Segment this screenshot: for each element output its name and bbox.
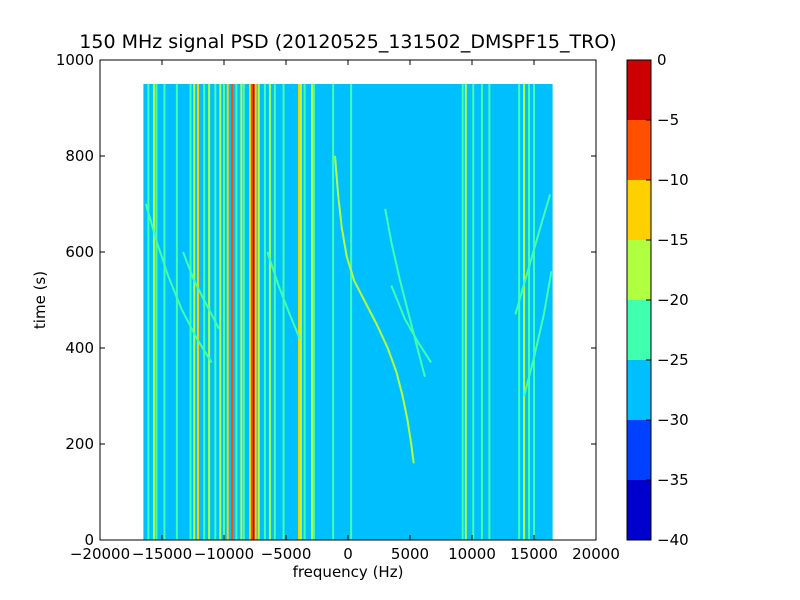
colorbar-segment xyxy=(627,60,651,120)
heatmap-background xyxy=(143,84,553,540)
colorbar-tick-label: −25 xyxy=(657,351,689,369)
x-axis-label: frequency (Hz) xyxy=(293,563,404,581)
colorbar: −40 −35 −30 −25 −20 −15 −10 −5 0 xyxy=(626,51,689,549)
x-tick-label: 5000 xyxy=(391,545,429,563)
colorbar-segment xyxy=(627,360,651,420)
signal-curve xyxy=(384,208,426,378)
colorbar-segment xyxy=(627,180,651,240)
y-tick-label: 200 xyxy=(65,435,94,453)
colorbar-tick-label: −15 xyxy=(657,231,689,249)
signal-curve xyxy=(390,285,432,363)
y-tick-label: 400 xyxy=(65,339,94,357)
signal-curve xyxy=(334,155,415,464)
signal-curve xyxy=(144,203,213,363)
chart-title: 150 MHz signal PSD (20120525_131502_DMSP… xyxy=(79,31,616,53)
x-tick-label: −15000 xyxy=(132,545,192,563)
x-tick-label: −10000 xyxy=(194,545,254,563)
x-tick-label: −20000 xyxy=(70,545,130,563)
x-tick-label: 20000 xyxy=(572,545,620,563)
x-tick-label: −5000 xyxy=(261,545,312,563)
signal-curve xyxy=(182,251,220,330)
y-tick-label: 600 xyxy=(65,243,94,261)
x-tick-label: 0 xyxy=(343,545,353,563)
colorbar-segment xyxy=(627,120,651,180)
colorbar-tick-label: −5 xyxy=(657,111,679,129)
colorbar-tick-label: 0 xyxy=(657,51,667,69)
colorbar-segment xyxy=(627,420,651,480)
colorbar-segment xyxy=(627,300,651,360)
y-axis-label: time (s) xyxy=(31,271,49,329)
colorbar-tick-label: −30 xyxy=(657,411,689,429)
colorbar-tick-label: −40 xyxy=(657,531,689,549)
signal-curve xyxy=(523,271,553,397)
y-tick-label: 0 xyxy=(84,531,94,549)
x-axis: −20000 −15000 −10000 −5000 0 5000 10000 15000 20… xyxy=(70,60,620,563)
y-tick-label: 800 xyxy=(65,147,94,165)
x-tick-label: 15000 xyxy=(510,545,558,563)
colorbar-segment xyxy=(627,480,651,540)
signal-curve xyxy=(514,194,552,315)
signal-curve xyxy=(266,251,301,339)
y-tick-label: 1000 xyxy=(56,51,94,69)
y-axis: 0 200 400 600 800 1000 xyxy=(56,51,596,549)
colorbar-segment xyxy=(627,240,651,300)
colorbar-tick-label: −10 xyxy=(657,171,689,189)
psd-heatmap xyxy=(143,84,553,540)
colorbar-tick-label: −20 xyxy=(657,291,689,309)
colorbar-tick-label: −35 xyxy=(657,471,689,489)
x-tick-label: 10000 xyxy=(448,545,496,563)
